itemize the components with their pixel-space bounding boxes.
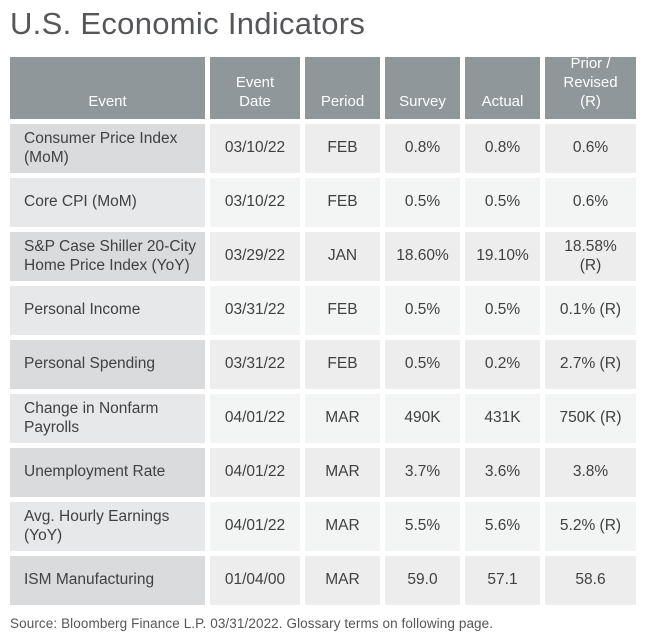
cell-date: 03/10/22 [210, 177, 300, 227]
cell-survey: 490K [385, 393, 460, 443]
cell-event: Personal Spending [10, 339, 205, 389]
cell-period: MAR [305, 555, 380, 605]
cell-survey: 3.7% [385, 447, 460, 497]
cell-period: MAR [305, 501, 380, 551]
cell-date: 01/04/00 [210, 555, 300, 605]
cell-prior: 5.2% (R) [545, 501, 636, 551]
header-cell-prior: Prior / Revised (R) [545, 55, 636, 119]
cell-survey: 59.0 [385, 555, 460, 605]
cell-event: Change in Nonfarm Payrolls [10, 393, 205, 443]
cell-prior: 0.6% [545, 177, 636, 227]
cell-date: 03/31/22 [210, 285, 300, 335]
cell-event: Avg. Hourly Earnings (YoY) [10, 501, 205, 551]
cell-survey: 0.5% [385, 285, 460, 335]
cell-event: S&P Case Shiller 20-City Home Price Inde… [10, 231, 205, 281]
cell-actual: 0.8% [465, 123, 540, 173]
cell-event: Unemployment Rate [10, 447, 205, 497]
cell-event: Consumer Price Index (MoM) [10, 123, 205, 173]
cell-event: Core CPI (MoM) [10, 177, 205, 227]
cell-period: FEB [305, 123, 380, 173]
cell-actual: 57.1 [465, 555, 540, 605]
cell-date: 03/29/22 [210, 231, 300, 281]
cell-date: 04/01/22 [210, 447, 300, 497]
cell-date: 03/10/22 [210, 123, 300, 173]
cell-date: 04/01/22 [210, 393, 300, 443]
cell-actual: 0.2% [465, 339, 540, 389]
source-note: Source: Bloomberg Finance L.P. 03/31/202… [10, 615, 494, 631]
cell-period: JAN [305, 231, 380, 281]
header-cell-event: Event [10, 56, 205, 119]
cell-date: 04/01/22 [210, 501, 300, 551]
cell-period: FEB [305, 339, 380, 389]
indicators-table: Event Event Date Period Survey Actual Pr… [10, 55, 636, 605]
cell-period: FEB [305, 177, 380, 227]
cell-actual: 0.5% [465, 285, 540, 335]
cell-actual: 19.10% [465, 231, 540, 281]
header-cell-actual: Actual [465, 56, 540, 119]
cell-prior: 3.8% [545, 447, 636, 497]
cell-survey: 18.60% [385, 231, 460, 281]
cell-event: ISM Manufacturing [10, 555, 205, 605]
cell-prior: 18.58% (R) [545, 231, 636, 281]
cell-prior: 2.7% (R) [545, 339, 636, 389]
cell-period: MAR [305, 447, 380, 497]
cell-period: MAR [305, 393, 380, 443]
cell-prior: 58.6 [545, 555, 636, 605]
cell-survey: 5.5% [385, 501, 460, 551]
cell-actual: 0.5% [465, 177, 540, 227]
cell-survey: 0.5% [385, 177, 460, 227]
cell-event: Personal Income [10, 285, 205, 335]
cell-prior: 750K (R) [545, 393, 636, 443]
cell-survey: 0.5% [385, 339, 460, 389]
cell-actual: 5.6% [465, 501, 540, 551]
page-title: U.S. Economic Indicators [10, 6, 366, 41]
header-cell-period: Period [305, 56, 380, 119]
cell-prior: 0.1% (R) [545, 285, 636, 335]
header-cell-date: Event Date [210, 56, 300, 119]
cell-prior: 0.6% [545, 123, 636, 173]
cell-survey: 0.8% [385, 123, 460, 173]
cell-date: 03/31/22 [210, 339, 300, 389]
cell-period: FEB [305, 285, 380, 335]
header-cell-survey: Survey [385, 56, 460, 119]
cell-actual: 3.6% [465, 447, 540, 497]
cell-actual: 431K [465, 393, 540, 443]
